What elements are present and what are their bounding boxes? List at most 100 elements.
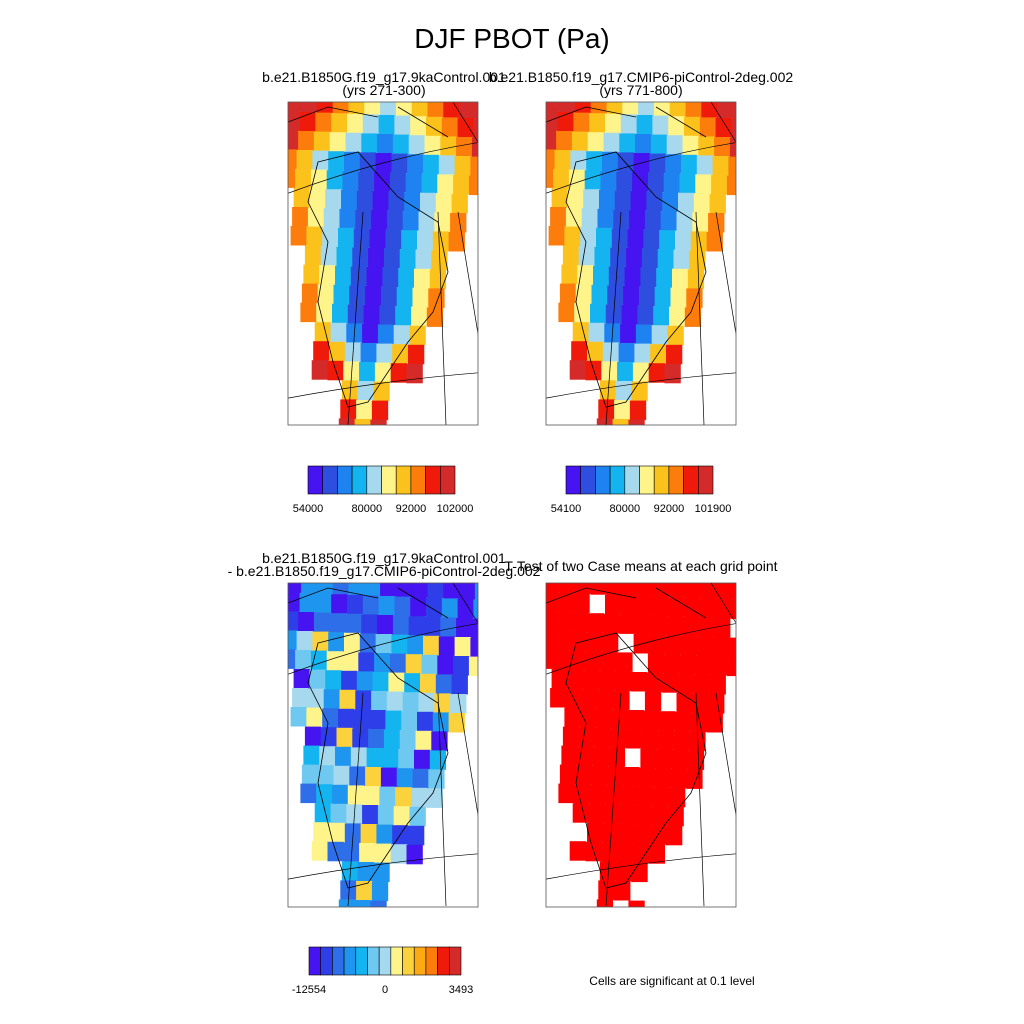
grid-cell [631,381,648,402]
grid-cell [623,767,640,787]
grid-cell [374,362,392,383]
grid-cell [361,614,378,634]
grid-cell [326,170,343,190]
meridian-line [715,211,736,336]
grid-cell [608,266,626,286]
grid-cell [390,363,407,383]
grid-cell [611,709,629,729]
grid-cell [584,651,601,671]
grid-cell [692,212,709,232]
grid-cell [606,102,623,115]
grid-cell [489,600,505,620]
grid-cell [410,116,427,136]
grid-cell [288,111,301,131]
grid-cell [660,211,677,231]
grid-cell [395,102,413,117]
grid-cell [432,231,450,251]
grid-cell [690,712,708,732]
map-frame [545,582,737,908]
grid-cell [304,726,322,747]
meridian-line [695,211,705,425]
grid-cell [402,692,419,712]
grid-cell [329,341,346,362]
grid-cell [681,635,698,656]
grid-cell [371,210,388,230]
grid-cell [473,599,478,620]
meridian-line [437,692,447,907]
grid-cell [616,171,633,191]
grid-cell [382,267,399,288]
grid-cell [333,284,350,305]
colorbar-label: 3493 [449,984,473,996]
grid-cell [686,288,703,308]
grid-cell [303,745,320,766]
grid-cell [731,118,736,139]
grid-cell [635,134,652,154]
grid-cell [711,656,728,676]
grid-cell [370,900,387,907]
grid-cell [316,784,333,804]
grid-cell [373,862,390,883]
grid-cell [673,249,690,270]
grid-cell [646,191,663,212]
coastline [307,151,449,408]
grid-cell [663,173,680,193]
grid-cell [306,226,323,247]
grid-cell [699,598,717,618]
grid-cell [411,306,428,327]
grid-cell [376,824,393,845]
grid-cell [596,708,613,729]
grid-cell [628,900,645,907]
grid-cell [313,612,331,633]
grid-cell [620,324,637,344]
grid-cell [316,583,334,595]
grid-cell [667,806,684,827]
grid-cell [632,843,650,864]
grid-cell [427,583,444,599]
grid-cell [341,189,358,210]
grid-cell [399,249,416,269]
grid-cell [638,583,655,597]
grid-cell [615,381,632,401]
grid-cell [290,707,307,727]
grid-cell [615,862,632,882]
grid-cell [610,728,627,748]
grid-cell [649,634,666,655]
grid-cell [341,861,359,881]
grid-cell [728,156,736,177]
map-frame [287,582,479,908]
grid-cell [317,284,334,304]
grid-cell [356,671,374,691]
grid-cell [454,637,471,657]
grid-cell [314,803,331,823]
grid-cell [651,325,668,345]
grid-cell [573,112,590,133]
grid-cell [618,824,635,844]
grid-cell [411,787,428,808]
grid-cell [614,190,632,210]
grid-cell [630,672,647,692]
grid-cell [559,583,576,594]
grid-cell [353,228,371,248]
coastline [546,587,707,619]
grid-cell [629,210,646,230]
grid-cell [374,653,391,673]
grid-cell [546,149,556,169]
grid-cell [379,305,396,326]
latitude-line [546,853,736,880]
grid-cell [374,843,392,864]
grid-cell [426,307,444,327]
grid-cell [323,208,340,228]
grid-cell [550,207,567,227]
grid-cell [712,637,729,657]
colorbar-box [439,465,456,495]
grid-cell [574,102,592,114]
grid-cell [546,102,560,112]
grid-cell [672,749,689,770]
grid-cell [394,115,411,136]
grid-cell [653,102,671,117]
grid-cell [670,287,687,308]
grid-cell [571,612,589,633]
colorbar-box [355,946,368,976]
grid-cell [371,691,388,711]
